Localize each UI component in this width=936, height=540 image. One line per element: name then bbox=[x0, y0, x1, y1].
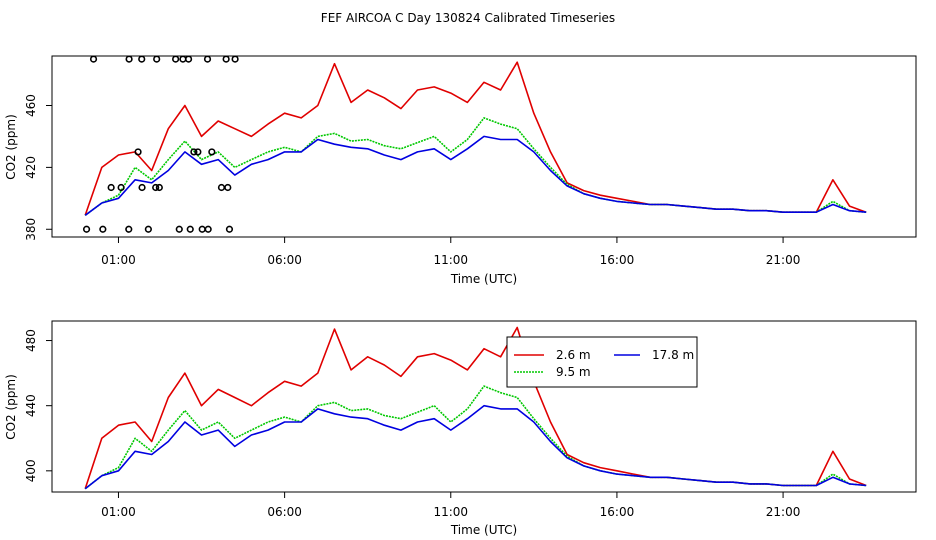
sample-marker bbox=[222, 55, 230, 63]
sample-marker bbox=[134, 148, 142, 156]
legend: 2.6 m 9.5 m 17.8 m bbox=[506, 336, 698, 388]
sample-marker bbox=[231, 55, 239, 63]
sample-marker bbox=[204, 225, 212, 233]
y-axis: 380 420 460 bbox=[24, 94, 52, 241]
sample-markers bbox=[82, 55, 239, 233]
legend-label-9.5m: 9.5 m bbox=[556, 365, 591, 379]
x-tick-label: 01:00 bbox=[101, 505, 136, 519]
sample-marker bbox=[152, 183, 160, 192]
x-tick-label: 01:00 bbox=[101, 253, 136, 267]
sample-marker bbox=[99, 225, 107, 233]
series-17.8m bbox=[84, 135, 867, 216]
sample-marker bbox=[194, 148, 202, 156]
series-9.5m bbox=[84, 117, 867, 216]
series-lines bbox=[84, 61, 867, 216]
sample-marker bbox=[208, 148, 216, 156]
sample-marker bbox=[225, 225, 234, 233]
x-tick-label: 11:00 bbox=[433, 505, 468, 519]
sample-marker bbox=[125, 225, 133, 233]
sample-marker bbox=[89, 55, 98, 63]
x-axis-label: Time (UTC) bbox=[450, 272, 517, 286]
x-axis: 01:00 06:00 11:00 16:00 21:00 bbox=[101, 237, 800, 267]
x-axis-label: Time (UTC) bbox=[450, 523, 517, 537]
series-2.6m bbox=[84, 326, 867, 489]
sample-marker bbox=[172, 55, 180, 63]
y-tick-label: 460 bbox=[24, 94, 38, 117]
series-lines bbox=[84, 326, 867, 490]
series-9.5m bbox=[84, 385, 867, 490]
y-axis: 400 440 480 bbox=[24, 329, 52, 482]
y-tick-label: 480 bbox=[24, 329, 38, 352]
x-tick-label: 06:00 bbox=[267, 505, 302, 519]
sample-marker bbox=[224, 183, 232, 192]
y-tick-label: 440 bbox=[24, 394, 38, 417]
y-axis-label: CO2 (ppm) bbox=[4, 374, 18, 440]
series-2.6m bbox=[84, 61, 867, 216]
y-tick-label: 420 bbox=[24, 156, 38, 179]
x-tick-label: 21:00 bbox=[766, 505, 801, 519]
sample-marker bbox=[138, 183, 146, 192]
sample-marker bbox=[190, 148, 198, 156]
sample-marker bbox=[125, 55, 133, 63]
sample-marker bbox=[138, 55, 146, 63]
x-tick-label: 16:00 bbox=[600, 505, 635, 519]
x-axis: 01:00 06:00 11:00 16:00 21:00 bbox=[101, 492, 800, 519]
sample-marker bbox=[107, 183, 115, 192]
sample-marker bbox=[203, 55, 212, 63]
sample-marker bbox=[155, 183, 163, 192]
legend-label-2.6m: 2.6 m bbox=[556, 348, 591, 362]
line-panel: 01:00 06:00 11:00 16:00 21:00 400 440 480 Time… bbox=[4, 320, 917, 537]
sample-marker bbox=[179, 55, 187, 63]
sample-marker bbox=[198, 225, 206, 233]
y-tick-label: 400 bbox=[24, 459, 38, 482]
sample-marker bbox=[217, 183, 226, 192]
y-axis-label: CO2 (ppm) bbox=[4, 114, 18, 180]
y-tick-label: 380 bbox=[24, 218, 38, 241]
legend-label-17.8m: 17.8 m bbox=[652, 348, 694, 362]
sample-marker bbox=[153, 55, 161, 63]
marker-panel: 01:00 06:00 11:00 16:00 21:00 380 420 460 Time… bbox=[4, 55, 917, 286]
series-17.8m bbox=[84, 404, 867, 490]
x-tick-label: 11:00 bbox=[433, 253, 468, 267]
sample-marker bbox=[175, 225, 183, 233]
sample-marker bbox=[184, 55, 193, 63]
sample-marker bbox=[186, 225, 194, 233]
plot-frame bbox=[51, 320, 917, 493]
sample-marker bbox=[82, 225, 91, 233]
legend-box bbox=[506, 336, 698, 388]
x-tick-label: 06:00 bbox=[267, 253, 302, 267]
x-tick-label: 16:00 bbox=[600, 253, 635, 267]
plot-frame bbox=[51, 55, 917, 238]
x-tick-label: 21:00 bbox=[766, 253, 801, 267]
sample-marker bbox=[117, 183, 125, 192]
figure-title: FEF AIRCOA C Day 130824 Calibrated Times… bbox=[321, 11, 615, 25]
sample-marker bbox=[144, 225, 152, 233]
